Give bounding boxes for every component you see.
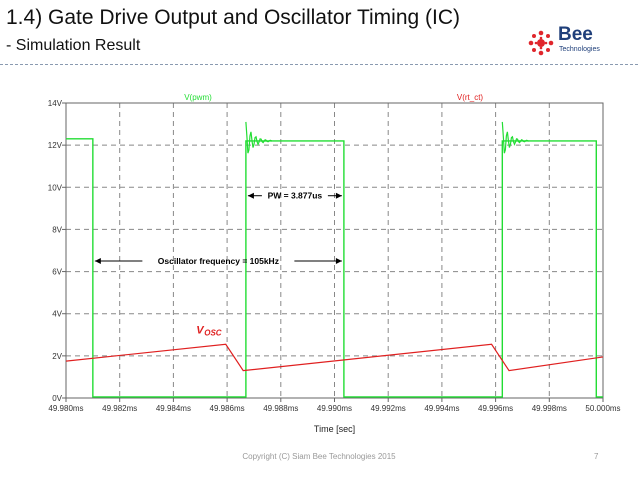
legend-rt-ct: V(rt_ct) [457, 93, 484, 102]
header-divider [0, 64, 638, 65]
x-axis-label: Time [sec] [314, 424, 355, 434]
x-tick-label: 49.984ms [156, 404, 191, 413]
series-pwm-ringing [245, 121, 273, 154]
series-pwm-ringing [501, 121, 529, 154]
footer-copyright: Copyright (C) Siam Bee Technologies 2015 [242, 452, 396, 461]
y-tick-label: 2V [52, 352, 62, 361]
logo-name: Bee [558, 24, 593, 45]
y-tick-label: 14V [48, 99, 63, 108]
y-tick-label: 10V [48, 183, 63, 192]
slide-title: 1.4) Gate Drive Output and Oscillator Ti… [6, 6, 460, 29]
y-tick-label: 12V [48, 141, 63, 150]
series-rt-ct-line [65, 343, 604, 372]
y-tick-label: 4V [52, 310, 62, 319]
x-tick-label: 49.982ms [102, 404, 137, 413]
company-logo: Bee Technologies [526, 24, 634, 58]
x-tick-label: 49.988ms [263, 404, 298, 413]
x-tick-label: 50.000ms [585, 404, 620, 413]
vosc-label-sub: OSC [204, 329, 222, 338]
x-tick-label: 49.998ms [532, 404, 567, 413]
page-number: 7 [594, 452, 599, 461]
x-tick-label: 49.990ms [317, 404, 352, 413]
y-tick-label: 6V [52, 268, 62, 277]
slide-subtitle: - Simulation Result [6, 37, 141, 54]
freq-arrow-left-head [94, 258, 101, 265]
series-pwm-line [66, 138, 603, 398]
waveform-chart: 49.980ms 49.982ms 49.984ms 49.986ms 49.988ms… [48, 93, 621, 434]
pw-annotation: PW = 3.877us [268, 191, 323, 201]
pw-arrow-right-head [335, 192, 342, 199]
x-tick-label: 49.992ms [371, 404, 406, 413]
y-tick-label: 0V [52, 394, 62, 403]
vosc-label-main: V [196, 325, 205, 337]
x-tick-label: 49.980ms [48, 404, 83, 413]
logo-tagline: Technologies [559, 46, 600, 53]
legend-pwm: V(pwm) [184, 93, 212, 102]
x-tick-label: 49.994ms [424, 404, 459, 413]
frequency-annotation: Oscillator frequency = 105kHz [158, 256, 279, 266]
x-tick-label: 49.986ms [210, 404, 245, 413]
y-tick-label: 8V [52, 225, 62, 234]
pw-arrow-left-head [247, 192, 254, 199]
bee-flower-icon [528, 30, 554, 56]
x-tick-label: 49.996ms [478, 404, 513, 413]
freq-arrow-right-head [335, 258, 342, 265]
